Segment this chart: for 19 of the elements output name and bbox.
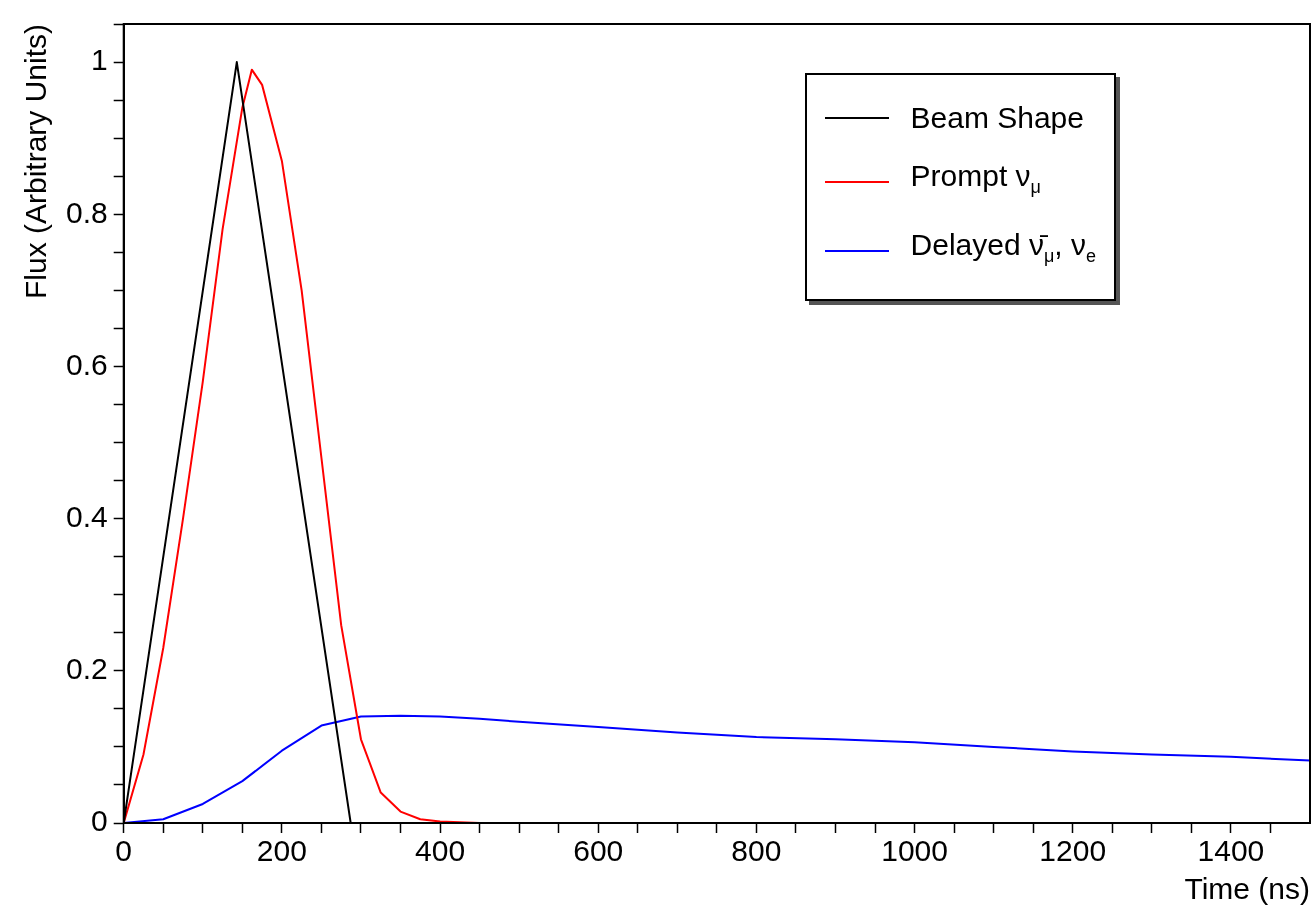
y-tick-label: 0 — [91, 804, 108, 838]
x-tick-label: 1200 — [1039, 834, 1107, 868]
y-tick-label: 0.4 — [65, 499, 108, 533]
y-tick-label: 0.6 — [65, 347, 108, 381]
x-tick-label: 200 — [256, 834, 307, 868]
legend-label: Prompt ν$_{μ}$ — [910, 158, 1041, 199]
y-tick-label: 1 — [91, 43, 108, 77]
y-axis-title: Flux (Arbitrary Units) — [19, 24, 53, 300]
x-tick-label: 400 — [415, 834, 466, 868]
y-tick-label: 0.2 — [65, 652, 108, 686]
x-tick-label: 600 — [573, 834, 624, 868]
x-tick-label: 1400 — [1197, 834, 1265, 868]
y-tick-label: 0.8 — [65, 195, 108, 229]
x-axis-title: Time (ns) — [1184, 872, 1310, 906]
x-tick-label: 0 — [115, 834, 133, 868]
x-tick-label: 1000 — [881, 834, 948, 868]
legend-label: Beam Shape — [910, 100, 1084, 136]
x-tick-label: 800 — [731, 834, 782, 868]
legend-label: Delayed ν̄$_{μ}$, ν$_{e}$ — [910, 227, 1096, 268]
